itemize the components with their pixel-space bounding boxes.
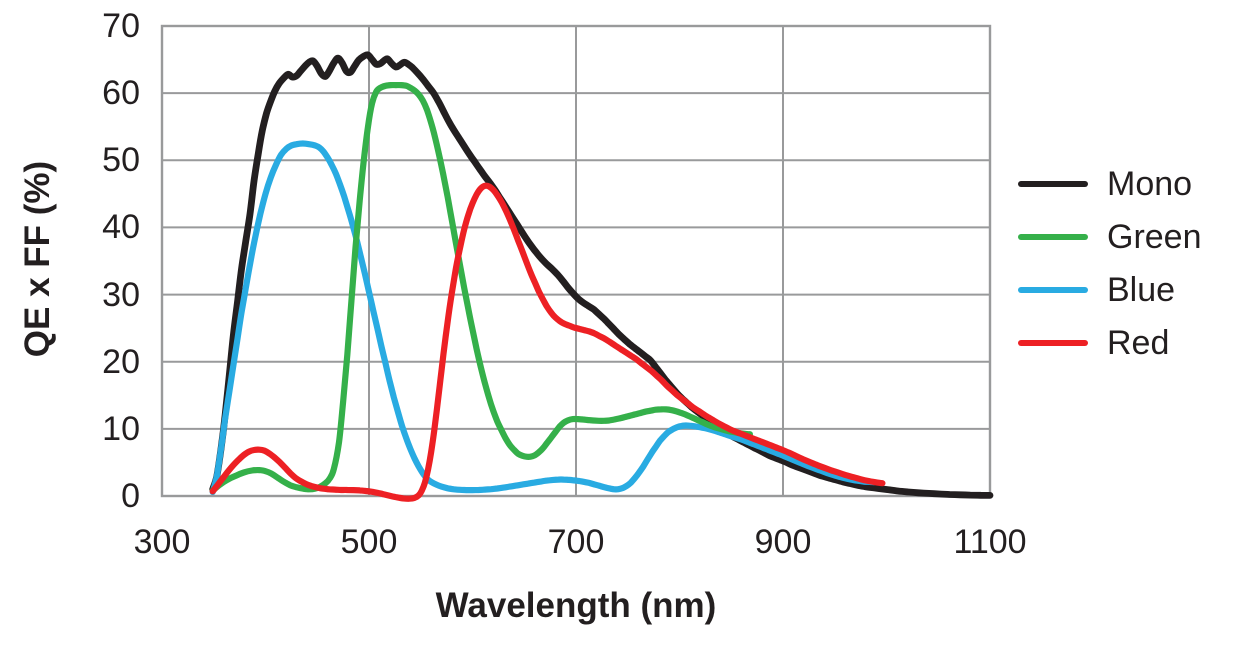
legend-label: Red [1107, 323, 1170, 362]
series-curve-red [209, 182, 886, 502]
legend-swatch-blue [1018, 286, 1088, 293]
series-curves [209, 51, 994, 502]
legend-swatch-mono [1018, 180, 1088, 187]
legend-item-red: Red [1018, 316, 1202, 369]
legend-label: Blue [1107, 270, 1176, 309]
plot-border [160, 24, 992, 498]
legend-item-green: Green [1018, 210, 1202, 263]
y-tick-label: 30 [102, 275, 140, 314]
x-axis-title: Wavelength (nm) [435, 586, 717, 625]
series-curve-mono [209, 51, 994, 499]
legend-swatch-green [1018, 233, 1088, 240]
x-tick-label: 1100 [953, 523, 1027, 561]
gridlines [160, 24, 992, 498]
y-tick-label: 40 [102, 208, 140, 247]
x-tick-label: 700 [547, 523, 605, 561]
y-tick-label: 70 [102, 7, 140, 45]
y-axis-title: QE x FF (%) [18, 160, 57, 358]
y-tick-label: 50 [102, 141, 140, 180]
series-curve-blue [209, 140, 878, 496]
y-tick-label: 20 [102, 342, 140, 381]
x-tick-label: 900 [754, 523, 812, 561]
legend-item-mono: Mono [1018, 157, 1202, 210]
y-tick-label: 10 [102, 409, 140, 448]
x-tick-label: 500 [340, 523, 398, 561]
legend-label: Green [1107, 217, 1202, 256]
legend-label: Mono [1107, 164, 1193, 203]
series-curve-green [209, 81, 753, 494]
y-tick-label: 0 [121, 477, 140, 515]
legend-item-blue: Blue [1018, 263, 1202, 316]
legend-swatch-red [1018, 339, 1088, 346]
y-tick-label: 60 [102, 74, 140, 113]
legend: Mono Green Blue Red [1018, 157, 1202, 369]
x-tick-label: 300 [133, 523, 191, 561]
